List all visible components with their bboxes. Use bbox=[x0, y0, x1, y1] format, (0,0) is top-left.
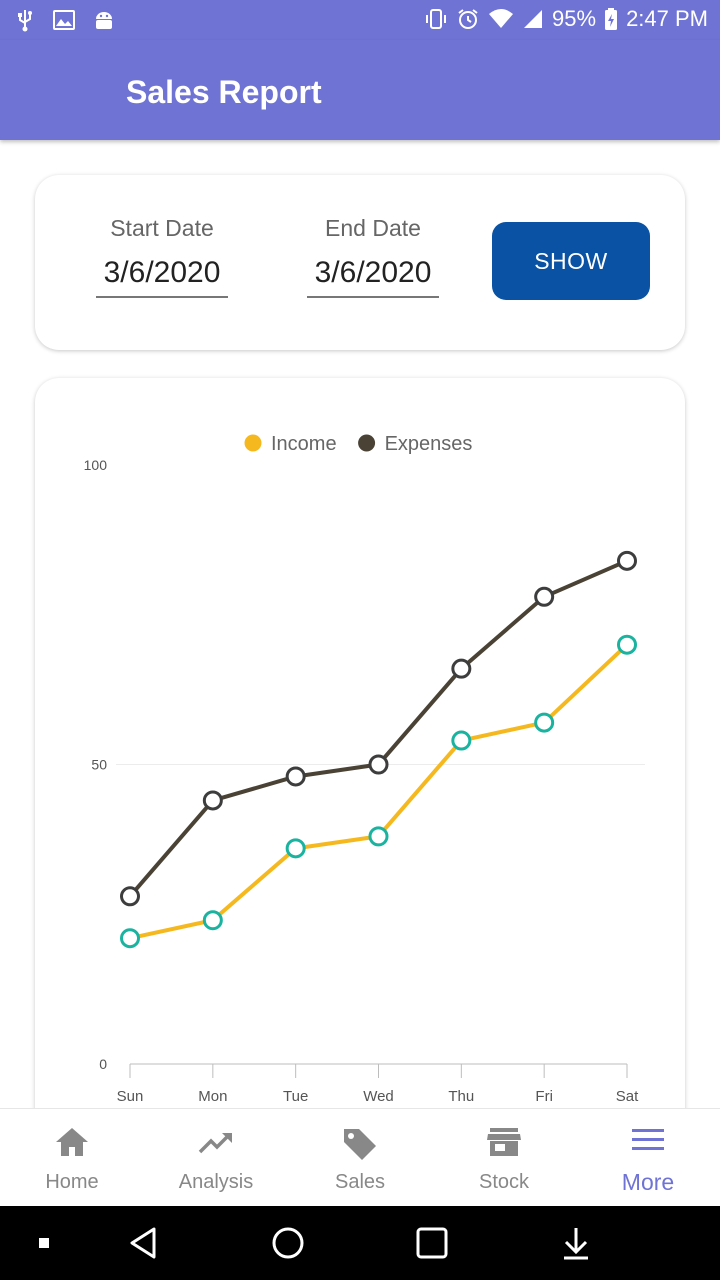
menu-icon bbox=[630, 1125, 666, 1160]
x-tick-label-sun: Sun bbox=[117, 1088, 144, 1105]
back-icon[interactable] bbox=[126, 1226, 162, 1260]
legend-label-income: Income bbox=[271, 433, 337, 455]
point-income-tue bbox=[285, 838, 306, 859]
vibrate-icon bbox=[424, 7, 448, 31]
point-income-fri bbox=[534, 712, 555, 733]
download-icon[interactable] bbox=[558, 1226, 594, 1260]
show-button[interactable]: SHOW bbox=[492, 222, 650, 300]
home-circle-icon[interactable] bbox=[270, 1226, 306, 1260]
nav-label-more: More bbox=[621, 1169, 675, 1195]
x-tick-label-mon: Mon bbox=[198, 1088, 227, 1105]
point-income-sun bbox=[120, 928, 140, 949]
end-date-input[interactable] bbox=[307, 256, 439, 298]
sales-line-chart: 0 50 100 Sun Mon Tue Wed Thu Fri Sat Income Expense… bbox=[84, 433, 645, 1105]
start-date-input[interactable] bbox=[96, 256, 228, 298]
start-date-group: Start Date bbox=[72, 215, 252, 298]
battery-icon bbox=[604, 7, 618, 31]
signal-icon bbox=[522, 8, 544, 30]
nav-label-home: Home bbox=[45, 1171, 99, 1193]
y-tick-label-0: 0 bbox=[99, 1056, 107, 1072]
status-bar: 95% 2:47 PM bbox=[0, 0, 720, 40]
usb-icon bbox=[14, 8, 36, 32]
app-bar: Sales Report bbox=[0, 40, 720, 140]
x-tick-label-tue: Tue bbox=[283, 1088, 308, 1105]
recent-dot-icon[interactable] bbox=[36, 1226, 52, 1260]
nav-item-analysis[interactable]: Analysis bbox=[144, 1109, 288, 1207]
series-line-income bbox=[129, 643, 629, 941]
nav-label-stock: Stock bbox=[478, 1171, 530, 1193]
point-expenses-wed bbox=[368, 754, 389, 775]
legend-marker-expenses bbox=[358, 434, 376, 452]
point-income-wed bbox=[368, 826, 389, 847]
trend-icon bbox=[197, 1125, 235, 1164]
legend-marker-income bbox=[244, 434, 262, 452]
point-income-mon bbox=[202, 910, 223, 931]
start-date-label: Start Date bbox=[110, 215, 214, 241]
end-date-group: End Date bbox=[283, 215, 463, 298]
point-expenses-mon bbox=[202, 790, 223, 811]
android-icon bbox=[92, 9, 116, 31]
point-expenses-tue bbox=[285, 766, 306, 787]
legend-label-expenses: Expenses bbox=[385, 433, 473, 455]
nav-label-sales: Sales bbox=[334, 1171, 386, 1193]
clock-time: 2:47 PM bbox=[626, 6, 708, 31]
y-tick-label-100: 100 bbox=[84, 457, 108, 473]
point-income-thu bbox=[451, 730, 472, 751]
image-icon bbox=[52, 9, 76, 31]
store-icon bbox=[486, 1125, 522, 1164]
x-tick-label-thu: Thu bbox=[448, 1088, 474, 1105]
home-icon bbox=[54, 1125, 90, 1164]
end-date-label: End Date bbox=[325, 215, 421, 241]
nav-label-analysis: Analysis bbox=[178, 1171, 254, 1193]
overview-icon[interactable] bbox=[414, 1226, 450, 1260]
x-tick-label-wed: Wed bbox=[363, 1088, 394, 1105]
nav-item-home[interactable]: Home bbox=[0, 1109, 144, 1207]
alarm-icon bbox=[456, 7, 480, 31]
point-expenses-fri bbox=[534, 586, 555, 607]
page-title: Sales Report bbox=[126, 74, 322, 110]
wifi-icon bbox=[488, 8, 514, 30]
point-expenses-sat bbox=[617, 550, 637, 571]
bottom-nav: Home Analysis Sales Stock More bbox=[0, 1108, 720, 1206]
y-tick-label-50: 50 bbox=[91, 757, 107, 773]
x-tick-label-fri: Fri bbox=[535, 1088, 553, 1105]
nav-item-sales[interactable]: Sales bbox=[288, 1109, 432, 1207]
nav-item-more[interactable]: More bbox=[576, 1109, 720, 1207]
nav-item-stock[interactable]: Stock bbox=[432, 1109, 576, 1207]
point-expenses-sun bbox=[120, 886, 140, 907]
x-tick-label-sat: Sat bbox=[616, 1088, 639, 1105]
system-nav-bar bbox=[0, 1206, 720, 1280]
point-expenses-thu bbox=[451, 658, 472, 679]
tag-icon bbox=[341, 1125, 379, 1168]
sales-chart-card: 0 50 100 Sun Mon Tue Wed Thu Fri Sat Income Expense… bbox=[35, 378, 685, 1138]
point-income-sat bbox=[617, 634, 637, 655]
battery-percent: 95% bbox=[552, 6, 597, 31]
date-filter-card: Start Date End Date SHOW bbox=[35, 175, 685, 350]
